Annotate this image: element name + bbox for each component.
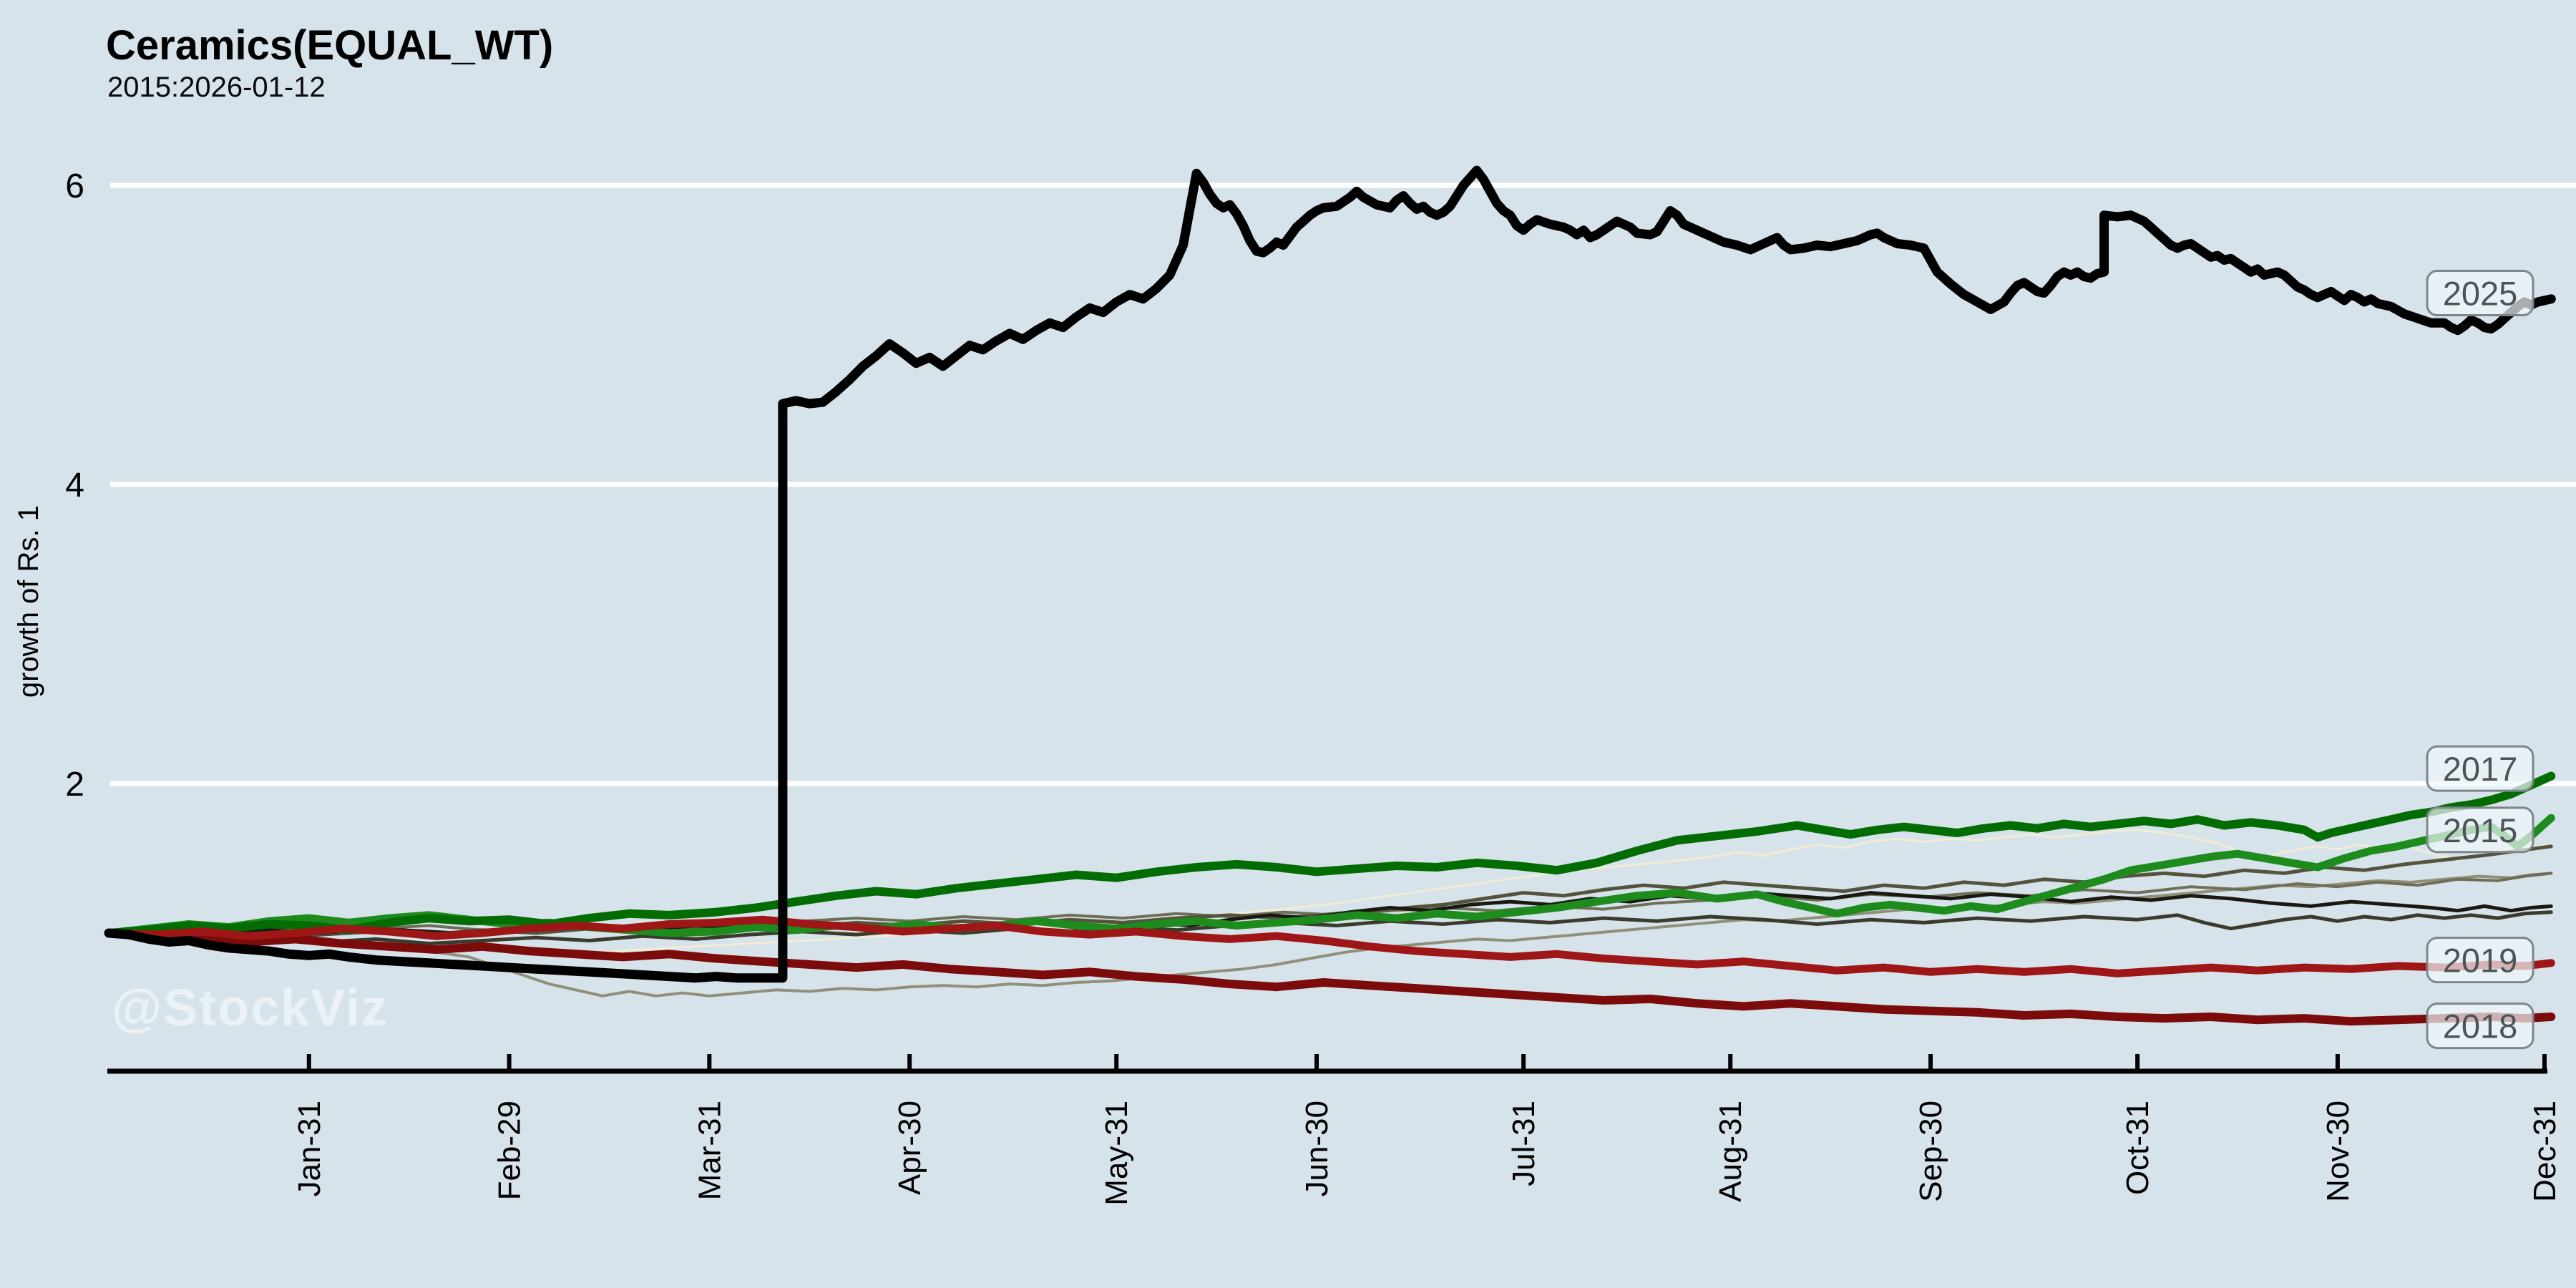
x-tick-label-May-31: May-31: [1099, 1101, 1134, 1206]
y-tick-label: 4: [65, 467, 84, 504]
x-tick-label-Nov-30: Nov-30: [2321, 1101, 2356, 1202]
series-line-2018: [104, 929, 2556, 1026]
x-tick-label-Mar-31: Mar-31: [692, 1101, 727, 1200]
x-tick-label-Apr-30: Apr-30: [892, 1101, 927, 1195]
year-label-text-2017: 2017: [2443, 750, 2518, 788]
series-line-2017: [104, 771, 2556, 937]
year-label-box-2017: [2426, 745, 2534, 792]
x-tick-label-Sep-30: Sep-30: [1913, 1101, 1948, 1202]
series-line-2025: [104, 165, 2556, 983]
year-label-text-2025: 2025: [2443, 274, 2518, 312]
series-line-2019: [104, 915, 2555, 977]
page-title: Ceramics(EQUAL_WT): [106, 22, 554, 69]
year-label-box-2015: [2426, 806, 2534, 854]
x-tick-label-Jul-31: Jul-31: [1506, 1101, 1541, 1186]
x-tick-label-Jun-30: Jun-30: [1299, 1101, 1335, 1197]
chart-date-range: 2015:2026-01-12: [107, 72, 326, 103]
x-tick-label-Feb-29: Feb-29: [492, 1101, 527, 1200]
year-label-text-2015: 2015: [2443, 811, 2518, 849]
year-label-box-2019: [2426, 937, 2534, 984]
x-tick-label-Oct-31: Oct-31: [2120, 1101, 2155, 1195]
y-tick-label: 2: [65, 766, 84, 804]
year-label-box-2025: [2426, 269, 2534, 316]
series-line-2021: [107, 829, 2552, 954]
series-line-2023: [107, 910, 2553, 946]
stockviz-watermark: @StockViz: [112, 980, 389, 1037]
x-tick-label-Dec-31: Dec-31: [2527, 1101, 2562, 1202]
x-tick-label-Aug-31: Aug-31: [1713, 1101, 1748, 1202]
year-label-text-2018: 2018: [2443, 1008, 2518, 1045]
x-tick-label-Jan-31: Jan-31: [292, 1101, 327, 1197]
year-label-text-2019: 2019: [2443, 942, 2518, 980]
year-label-box-2018: [2426, 1002, 2534, 1050]
y-tick-label: 6: [65, 167, 84, 205]
